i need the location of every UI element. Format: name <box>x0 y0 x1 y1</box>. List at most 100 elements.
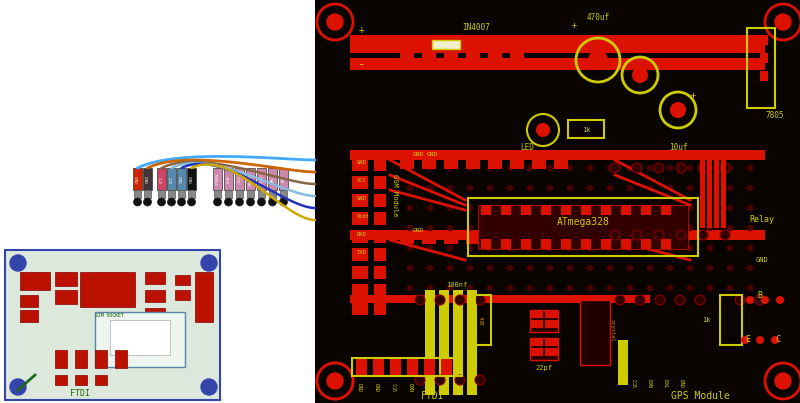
Text: GPS Module: GPS Module <box>670 391 730 401</box>
Bar <box>601 239 611 249</box>
Text: IN4007: IN4007 <box>462 23 490 33</box>
Circle shape <box>447 245 453 251</box>
Circle shape <box>667 285 673 291</box>
Text: -: - <box>358 58 366 71</box>
Bar <box>352 248 368 261</box>
Bar <box>143 168 152 190</box>
Circle shape <box>587 165 593 171</box>
Circle shape <box>475 375 485 385</box>
Circle shape <box>527 185 533 191</box>
Circle shape <box>676 163 686 173</box>
Bar <box>580 300 610 365</box>
Circle shape <box>655 295 665 305</box>
Bar <box>475 295 491 345</box>
Bar <box>352 284 368 297</box>
Circle shape <box>447 265 453 271</box>
Bar <box>510 38 524 58</box>
Circle shape <box>607 225 613 231</box>
Bar <box>20 295 38 307</box>
Bar <box>530 310 558 332</box>
Bar <box>466 38 480 58</box>
Circle shape <box>201 255 217 271</box>
Bar <box>618 340 628 385</box>
Circle shape <box>647 225 653 231</box>
Circle shape <box>707 185 713 191</box>
Circle shape <box>687 185 693 191</box>
Circle shape <box>447 165 453 171</box>
Circle shape <box>487 245 493 251</box>
Bar <box>187 168 196 190</box>
Circle shape <box>647 285 653 291</box>
Text: 100nf: 100nf <box>446 282 468 288</box>
Circle shape <box>475 295 485 305</box>
Circle shape <box>507 205 513 211</box>
Bar <box>235 168 244 190</box>
Bar <box>532 158 546 169</box>
Circle shape <box>527 265 533 271</box>
Circle shape <box>317 4 353 40</box>
Text: TXD: TXD <box>427 382 433 391</box>
Circle shape <box>427 265 433 271</box>
Text: +: + <box>690 91 695 100</box>
Bar <box>720 295 742 345</box>
Circle shape <box>727 185 733 191</box>
Circle shape <box>698 163 708 173</box>
Circle shape <box>467 285 473 291</box>
Circle shape <box>427 245 433 251</box>
Bar <box>530 320 543 328</box>
Text: 470uf: 470uf <box>586 13 610 23</box>
Circle shape <box>775 14 791 30</box>
Circle shape <box>547 225 553 231</box>
Bar <box>374 248 386 261</box>
Text: VCC: VCC <box>357 179 366 183</box>
Bar <box>80 272 135 307</box>
Circle shape <box>487 265 493 271</box>
Circle shape <box>187 198 195 206</box>
Text: FTDI: FTDI <box>422 391 445 401</box>
Circle shape <box>707 205 713 211</box>
Text: crystal: crystal <box>609 319 614 341</box>
Circle shape <box>527 165 533 171</box>
Circle shape <box>727 225 733 231</box>
Bar <box>374 212 386 225</box>
Bar <box>581 239 591 249</box>
Circle shape <box>667 225 673 231</box>
Text: GND: GND <box>412 228 424 233</box>
Circle shape <box>687 165 693 171</box>
Circle shape <box>507 265 513 271</box>
Circle shape <box>667 165 673 171</box>
Circle shape <box>587 225 593 231</box>
Bar <box>721 158 726 228</box>
Circle shape <box>607 265 613 271</box>
Circle shape <box>755 295 765 305</box>
Bar <box>95 375 107 385</box>
Bar <box>422 38 436 58</box>
Text: RUN: RUN <box>259 175 263 183</box>
Bar <box>352 266 368 279</box>
Text: 10uf: 10uf <box>669 143 687 152</box>
Circle shape <box>695 295 705 305</box>
Text: ATmega328: ATmega328 <box>557 217 610 227</box>
Bar <box>747 28 775 108</box>
Text: GND: GND <box>190 175 194 183</box>
Circle shape <box>647 265 653 271</box>
Bar <box>373 358 384 376</box>
Bar <box>0 0 315 403</box>
Circle shape <box>467 265 473 271</box>
Bar <box>134 190 141 198</box>
Bar <box>444 38 458 58</box>
Circle shape <box>615 295 625 305</box>
Circle shape <box>627 285 633 291</box>
Text: C: C <box>775 336 781 345</box>
Circle shape <box>687 285 693 291</box>
Circle shape <box>487 205 493 211</box>
Bar <box>157 168 166 190</box>
Bar <box>545 338 558 346</box>
Bar <box>75 350 87 368</box>
Bar <box>444 233 458 244</box>
Circle shape <box>467 205 473 211</box>
Bar <box>439 290 449 395</box>
Bar <box>444 158 458 169</box>
Circle shape <box>317 363 353 399</box>
Circle shape <box>567 185 573 191</box>
